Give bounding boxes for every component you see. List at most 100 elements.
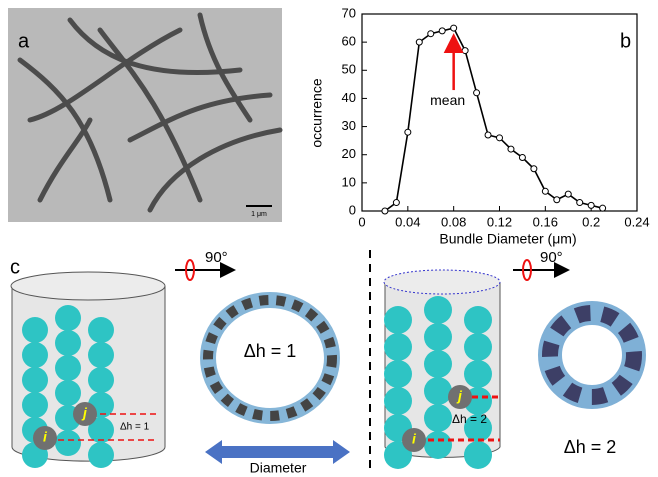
bead bbox=[88, 417, 114, 443]
bead bbox=[464, 360, 492, 388]
bead bbox=[384, 306, 412, 334]
y-tick-label: 40 bbox=[342, 90, 356, 105]
data-point bbox=[507, 145, 515, 153]
y-tick-label: 0 bbox=[349, 202, 356, 217]
data-point bbox=[564, 190, 572, 198]
bead bbox=[55, 380, 81, 406]
ring-label: Δh = 2 bbox=[564, 437, 617, 457]
bead bbox=[55, 430, 81, 456]
scale-bar-label: 1 μm bbox=[251, 211, 267, 218]
cylinder bbox=[11, 286, 166, 462]
bead-label: j bbox=[81, 405, 88, 421]
rotation-loop bbox=[522, 259, 532, 281]
diameter-arrow bbox=[205, 440, 350, 464]
bead bbox=[22, 342, 48, 368]
data-point bbox=[496, 134, 503, 142]
bead bbox=[464, 414, 492, 442]
marked-bead bbox=[402, 428, 426, 452]
bead bbox=[464, 333, 492, 361]
data-point bbox=[484, 131, 492, 139]
y-tick-label: 50 bbox=[342, 62, 356, 77]
data-point bbox=[518, 154, 526, 162]
bead bbox=[88, 317, 114, 343]
rotation-label: 90° bbox=[205, 249, 228, 266]
x-tick-label: 0.04 bbox=[395, 214, 420, 229]
x-axis-label: Bundle Diameter (μm) bbox=[439, 231, 576, 247]
data-point bbox=[530, 165, 538, 173]
x-tick-label: 0.12 bbox=[487, 214, 512, 229]
bead-label: j bbox=[456, 388, 463, 404]
cylinder-top bbox=[383, 269, 501, 295]
bead bbox=[464, 441, 492, 469]
y-tick-label: 60 bbox=[342, 34, 356, 49]
x-tick-label: 0.2 bbox=[582, 214, 600, 229]
bead bbox=[22, 367, 48, 393]
bead bbox=[384, 387, 412, 415]
bead bbox=[384, 360, 412, 388]
data-point bbox=[541, 187, 549, 195]
bead bbox=[22, 392, 48, 418]
x-tick-label: 0.08 bbox=[441, 214, 466, 229]
data-line bbox=[384, 27, 603, 212]
annotation: mean bbox=[430, 92, 465, 108]
rotation-loop bbox=[185, 259, 195, 281]
marked-bead bbox=[448, 385, 472, 409]
bead bbox=[384, 333, 412, 361]
bead bbox=[424, 350, 452, 378]
fibers bbox=[17, 12, 283, 213]
data-point bbox=[576, 199, 584, 207]
offset-label: Δh = 2 bbox=[452, 412, 487, 426]
marked-bead bbox=[73, 402, 97, 426]
data-point bbox=[381, 207, 389, 215]
bead-label: i bbox=[43, 429, 48, 445]
ring-segments bbox=[542, 305, 642, 405]
ring-segments bbox=[203, 295, 337, 421]
ring-label: Δh = 1 bbox=[244, 341, 297, 361]
x-tick-label: 0.24 bbox=[624, 214, 649, 229]
panel-label: b bbox=[620, 30, 631, 52]
bead bbox=[384, 441, 412, 469]
data-point bbox=[553, 196, 561, 204]
plot-frame bbox=[361, 13, 638, 212]
y-tick-label: 20 bbox=[342, 146, 356, 161]
bead bbox=[464, 306, 492, 334]
bead bbox=[88, 442, 114, 468]
bead-label: i bbox=[412, 431, 417, 447]
marked-bead bbox=[33, 426, 57, 450]
bead bbox=[55, 305, 81, 331]
cylinder-top bbox=[10, 271, 166, 301]
data-point bbox=[392, 199, 400, 207]
bead bbox=[55, 355, 81, 381]
bead bbox=[424, 323, 452, 351]
bead bbox=[424, 296, 452, 324]
bead bbox=[88, 367, 114, 393]
data-point bbox=[461, 47, 469, 55]
x-tick-label: 0 bbox=[358, 214, 365, 229]
bead bbox=[88, 342, 114, 368]
data-point bbox=[599, 204, 607, 212]
data-point bbox=[587, 201, 595, 209]
micrograph bbox=[8, 8, 282, 222]
bead bbox=[424, 404, 452, 432]
data-point bbox=[438, 27, 446, 35]
diameter-label: Diameter bbox=[250, 460, 307, 476]
bead bbox=[424, 431, 452, 459]
y-tick-label: 30 bbox=[342, 118, 356, 133]
bead bbox=[55, 330, 81, 356]
y-tick-label: 70 bbox=[342, 5, 356, 20]
data-point bbox=[415, 38, 423, 46]
data-point bbox=[473, 89, 481, 97]
data-point bbox=[427, 30, 435, 38]
panel-label: a bbox=[18, 30, 30, 52]
bead bbox=[424, 377, 452, 405]
y-axis-label: occurrence bbox=[309, 78, 325, 147]
panel-label: c bbox=[10, 256, 20, 278]
cylinders bbox=[10, 269, 501, 469]
rotation-label: 90° bbox=[540, 249, 563, 266]
offset-label: Δh = 1 bbox=[120, 422, 150, 433]
data-point bbox=[450, 24, 458, 32]
y-tick-label: 10 bbox=[342, 174, 356, 189]
data-point bbox=[404, 128, 412, 136]
bead bbox=[22, 317, 48, 343]
